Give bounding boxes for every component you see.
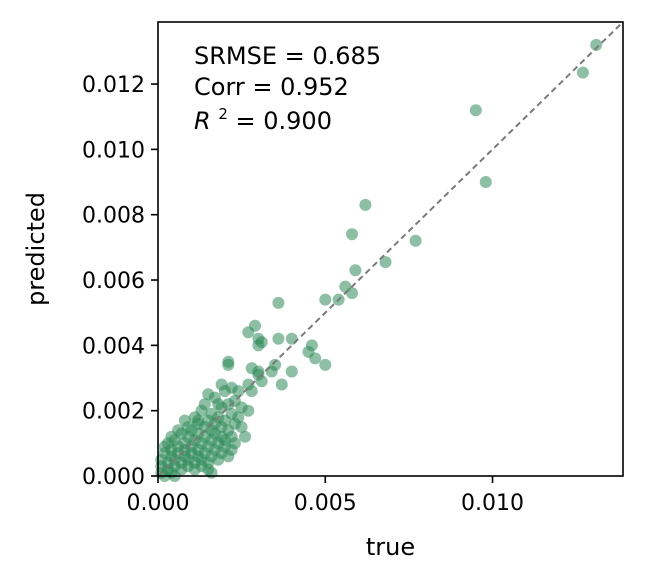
annotation-corr: Corr = 0.952 xyxy=(194,73,349,101)
scatter-point xyxy=(359,198,372,211)
scatter-point xyxy=(265,365,278,378)
y-tick-label: 0.002 xyxy=(82,400,145,425)
scatter-point xyxy=(319,293,332,306)
scatter-point xyxy=(346,228,358,241)
scatter-point xyxy=(212,453,225,466)
scatter-point xyxy=(272,296,285,309)
y-tick-label: 0.012 xyxy=(82,73,145,98)
scatter-point xyxy=(228,417,241,430)
x-axis-label: true xyxy=(366,533,415,561)
scatter-point xyxy=(319,358,332,371)
annotation-r2: R 2 = 0.900 xyxy=(194,97,332,135)
y-tick-label: 0.000 xyxy=(82,465,145,490)
scatter-point xyxy=(479,176,492,188)
scatter-point xyxy=(379,256,392,269)
y-tick-label: 0.004 xyxy=(82,334,145,359)
x-tick-label: 0.010 xyxy=(461,491,524,516)
scatter-point xyxy=(205,466,218,479)
scatter-point xyxy=(590,38,603,51)
scatter-point xyxy=(346,287,358,300)
scatter-point xyxy=(239,430,251,443)
y-tick-label: 0.008 xyxy=(82,204,145,229)
scatter-point xyxy=(212,398,225,411)
scatter-point xyxy=(232,385,245,398)
y-tick-label: 0.010 xyxy=(82,138,145,163)
scatter-point xyxy=(222,450,235,463)
scatter-point xyxy=(218,385,231,398)
annotation-r2-symbol: R xyxy=(194,107,211,135)
scatter-point xyxy=(309,352,322,365)
scatter-point xyxy=(272,332,285,345)
scatter-point xyxy=(285,332,298,345)
x-axis: 0.000 0.005 0.010 xyxy=(127,476,524,516)
scatter-point xyxy=(576,66,589,79)
annotation-r2-superscript: 2 xyxy=(218,105,228,123)
scatter-point xyxy=(255,375,268,388)
scatter-point xyxy=(285,365,298,378)
y-axis-label: predicted xyxy=(22,192,50,306)
annotation-r2-value: = 0.900 xyxy=(236,107,332,135)
y-axis: 0.000 0.002 0.004 0.006 0.008 0.010 0.012 xyxy=(82,73,158,490)
x-tick-label: 0.005 xyxy=(294,491,357,516)
scatter-point xyxy=(409,234,422,247)
scatter-point xyxy=(469,104,482,117)
y-tick-label: 0.006 xyxy=(82,269,145,294)
scatter-point xyxy=(242,326,255,339)
scatter-point xyxy=(222,358,235,371)
reference-line xyxy=(157,21,624,477)
scatter-point xyxy=(275,378,288,391)
scatter-point xyxy=(245,385,258,398)
scatter-point xyxy=(349,264,362,277)
scatter-point xyxy=(242,404,255,417)
plot-frame xyxy=(157,21,624,477)
scatter-point xyxy=(188,463,201,476)
x-tick-label: 0.000 xyxy=(127,491,190,516)
scatter-point xyxy=(192,414,205,427)
scatter-point xyxy=(252,339,265,352)
annotation-srmse: SRMSE = 0.685 xyxy=(194,42,381,70)
